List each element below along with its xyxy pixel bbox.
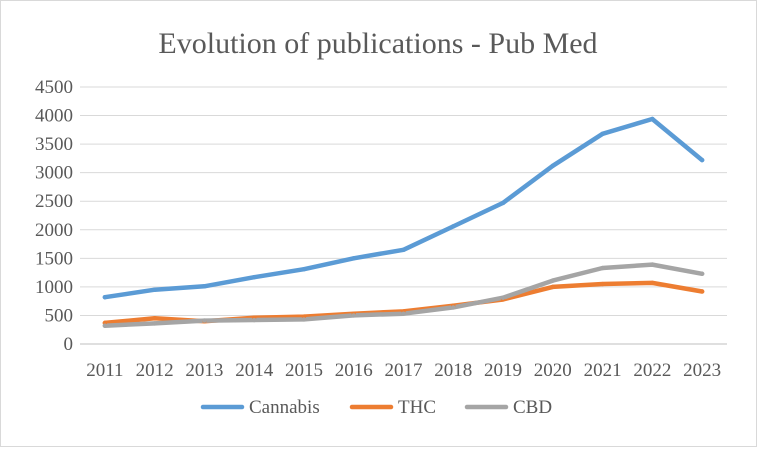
x-tick-label: 2016	[335, 360, 373, 381]
data-point-cannabis	[451, 224, 456, 229]
data-point-cbd	[152, 321, 157, 326]
x-tick-label: 2019	[484, 360, 522, 381]
data-point-thc	[550, 284, 556, 290]
y-tick-label: 2000	[35, 220, 73, 241]
legend-label-cannabis: Cannabis	[249, 397, 320, 418]
y-tick-label: 3500	[35, 134, 73, 155]
data-point-cbd	[650, 262, 655, 267]
series-line-cannabis	[102, 116, 705, 300]
data-point-cannabis	[699, 157, 705, 163]
data-point-cannabis	[500, 200, 506, 206]
x-tick-label: 2014	[235, 360, 274, 381]
x-tick-label: 2021	[584, 360, 622, 381]
data-point-cbd	[202, 318, 207, 323]
legend-label-thc: THC	[398, 397, 436, 418]
data-point-cbd	[251, 317, 257, 323]
data-point-cannabis	[102, 294, 108, 300]
x-tick-label: 2022	[633, 360, 671, 381]
data-point-cannabis	[550, 163, 556, 169]
x-axis-labels: 2011 2012 2013 2014 2015 2016 2017 2018 2019 2020…	[86, 360, 721, 381]
data-point-cannabis	[600, 131, 605, 137]
data-point-cbd	[301, 317, 307, 322]
legend-label-cbd: CBD	[513, 397, 552, 418]
x-tick-label: 2013	[185, 360, 223, 381]
data-point-cbd	[451, 305, 456, 310]
series-lines	[102, 116, 705, 328]
chart-title: Evolution of publications - Pub Med	[158, 27, 597, 60]
data-point-cannabis	[351, 256, 356, 261]
y-axis-labels: 0 500 1000 1500 2000 2500 3000 3500 4000 4500	[35, 77, 73, 355]
data-point-cbd	[699, 271, 705, 276]
y-tick-label: 1500	[35, 248, 73, 269]
x-tick-label: 2023	[683, 360, 721, 381]
series-line-cbd	[102, 262, 705, 328]
data-point-cbd	[550, 278, 556, 283]
data-point-thc	[699, 289, 705, 294]
data-point-thc	[152, 316, 157, 321]
y-tick-label: 3000	[35, 163, 73, 184]
data-point-cbd	[102, 323, 108, 328]
y-tick-label: 4500	[35, 77, 73, 98]
data-point-cannabis	[650, 116, 655, 122]
y-tick-label: 4000	[35, 106, 73, 127]
data-point-cbd	[351, 313, 356, 318]
x-tick-label: 2020	[534, 360, 572, 381]
x-tick-label: 2015	[285, 360, 323, 381]
y-tick-label: 0	[64, 334, 74, 355]
data-point-thc	[600, 281, 605, 287]
data-point-cbd	[500, 295, 506, 300]
x-tick-label: 2018	[434, 360, 472, 381]
legend: Cannabis THC CBD	[200, 397, 552, 418]
x-tick-label: 2017	[385, 360, 423, 381]
x-tick-label: 2011	[86, 360, 123, 381]
y-tick-label: 1000	[35, 277, 73, 298]
data-point-cbd	[600, 265, 605, 271]
y-tick-label: 500	[45, 305, 74, 326]
data-point-cbd	[401, 311, 406, 316]
data-point-cannabis	[301, 266, 307, 272]
data-point-cannabis	[401, 247, 406, 252]
data-point-thc	[650, 280, 655, 286]
x-tick-label: 2012	[136, 360, 174, 381]
data-point-cannabis	[251, 274, 257, 280]
data-point-cannabis	[152, 287, 157, 292]
data-point-cannabis	[202, 284, 207, 289]
y-tick-label: 2500	[35, 191, 73, 212]
